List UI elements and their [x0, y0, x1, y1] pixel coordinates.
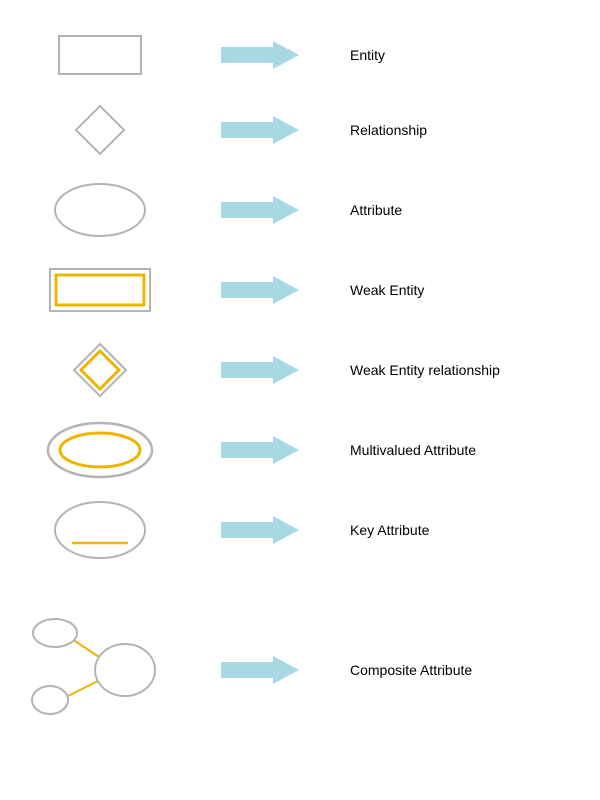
- arrow-cell: [200, 435, 320, 465]
- label-multivalued: Multivalued Attribute: [320, 442, 600, 458]
- symbol-attribute: [0, 180, 200, 240]
- symbol-key-attribute: [0, 499, 200, 561]
- legend-row-entity: Entity: [0, 30, 600, 80]
- arrow-icon: [215, 195, 305, 225]
- arrow-icon: [215, 435, 305, 465]
- key-attribute-shape: [40, 499, 160, 561]
- arrow-cell: [200, 275, 320, 305]
- arrow-cell: [200, 655, 320, 685]
- symbol-entity: [0, 30, 200, 80]
- multivalued-shape: [40, 420, 160, 480]
- arrow-icon: [215, 515, 305, 545]
- arrow-icon: [215, 115, 305, 145]
- label-weak-entity: Weak Entity: [320, 282, 600, 298]
- symbol-weak-relationship: [0, 340, 200, 400]
- legend-row-composite: Composite Attribute: [0, 600, 600, 740]
- legend-row-multivalued: Multivalued Attribute: [0, 420, 600, 480]
- relationship-shape: [40, 100, 160, 160]
- arrow-cell: [200, 355, 320, 385]
- arrow-icon: [215, 40, 305, 70]
- symbol-weak-entity: [0, 260, 200, 320]
- weak-relationship-shape: [40, 340, 160, 400]
- label-weak-relationship: Weak Entity relationship: [320, 362, 600, 378]
- symbol-multivalued: [0, 420, 200, 480]
- arrow-icon: [215, 355, 305, 385]
- label-entity: Entity: [320, 47, 600, 63]
- label-composite: Composite Attribute: [320, 662, 600, 678]
- label-relationship: Relationship: [320, 122, 600, 138]
- legend-row-weak-entity: Weak Entity: [0, 260, 600, 320]
- legend-row-relationship: Relationship: [0, 100, 600, 160]
- arrow-cell: [200, 515, 320, 545]
- legend-row-attribute: Attribute: [0, 180, 600, 240]
- arrow-cell: [200, 195, 320, 225]
- weak-entity-shape: [40, 260, 160, 320]
- label-attribute: Attribute: [320, 202, 600, 218]
- label-key-attribute: Key Attribute: [320, 522, 600, 538]
- arrow-icon: [215, 275, 305, 305]
- symbol-composite: [0, 605, 200, 735]
- arrow-cell: [200, 115, 320, 145]
- arrow-cell: [200, 40, 320, 70]
- legend-row-key-attribute: Key Attribute: [0, 500, 600, 560]
- legend-row-weak-relationship: Weak Entity relationship: [0, 340, 600, 400]
- symbol-relationship: [0, 100, 200, 160]
- attribute-shape: [40, 180, 160, 240]
- entity-shape: [40, 30, 160, 80]
- composite-shape: [10, 605, 190, 735]
- arrow-icon: [215, 655, 305, 685]
